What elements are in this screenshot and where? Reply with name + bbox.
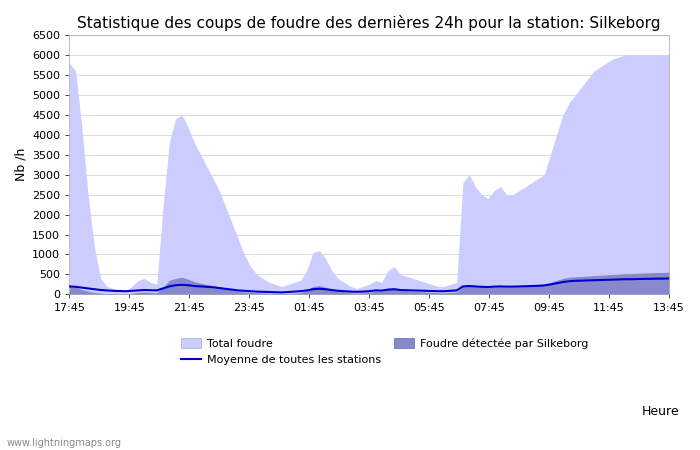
Text: www.lightningmaps.org: www.lightningmaps.org xyxy=(7,437,122,447)
Legend: Total foudre, Moyenne de toutes les stations, Foudre détectée par Silkeborg: Total foudre, Moyenne de toutes les stat… xyxy=(177,334,593,370)
Title: Statistique des coups de foudre des dernières 24h pour la station: Silkeborg: Statistique des coups de foudre des dern… xyxy=(78,15,661,31)
Text: Heure: Heure xyxy=(641,405,679,418)
Y-axis label: Nb /h: Nb /h xyxy=(15,148,28,181)
